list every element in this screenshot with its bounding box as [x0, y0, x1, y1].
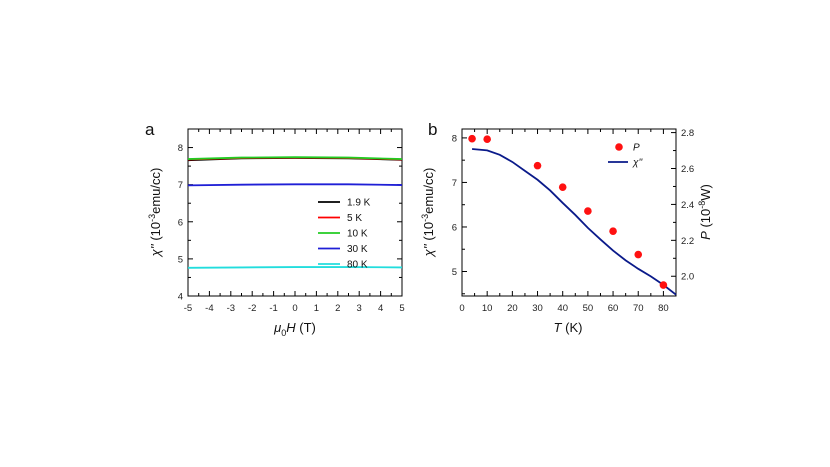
panel-b-xtick-label: 10	[482, 303, 493, 314]
panel-b-frame	[461, 128, 677, 297]
panel-b-xtick-label: 80	[658, 303, 669, 314]
panel-b-label: b	[428, 120, 437, 139]
panel-b-xtick-label: 70	[633, 303, 644, 314]
panel-a-xtick-label: 5	[399, 303, 404, 314]
series-line-80K	[187, 266, 403, 269]
panel-a-legend: 1.9 K 5 K 10 K 30 K 80 K	[318, 198, 371, 271]
panel-a-xtick-label: 2	[335, 303, 340, 314]
panel-a-xtick-label: 4	[378, 303, 383, 314]
p-point	[634, 250, 643, 259]
panel-a-xlabel: μ0H (T)	[273, 320, 316, 338]
panel-a-label: a	[145, 120, 155, 139]
panel-b-xlabel: T (K)	[554, 320, 583, 335]
panel-a-ylabel: χ'' (10-3emu/cc)	[147, 168, 163, 258]
panel-b-xtick-label: 20	[507, 303, 518, 314]
series-line-10K	[187, 156, 403, 160]
panel-b-ytick-label: 6	[452, 222, 457, 233]
legend-label-p: P	[633, 143, 640, 154]
legend-label: 10 K	[347, 229, 368, 240]
panel-b-ytick-label: 7	[452, 178, 457, 189]
legend-swatch-p	[615, 143, 623, 151]
panel-a-xtick-label: -5	[184, 303, 192, 314]
panel-a: a -5 -4 -3 -2 -1 0 1 2 3 4 5 4 5 6 7 8 1.9 K 5 K 10 K 30 K…	[145, 120, 405, 338]
panel-b-y2tick-label: 2.4	[681, 200, 694, 211]
p-point	[533, 161, 542, 170]
panel-b-y2tick-label: 2.6	[681, 164, 694, 175]
panel-b-legend: Pχ''	[608, 143, 643, 169]
panel-a-ytick-label: 5	[178, 254, 183, 265]
panel-b-ylabel: χ'' (10-3emu/cc)	[420, 168, 436, 258]
panel-a-xtick-label: -3	[227, 303, 235, 314]
panel-b-xtick-label: 60	[608, 303, 619, 314]
p-point	[558, 183, 567, 191]
legend-label: 1.9 K	[347, 198, 371, 209]
panel-b-ytick-label: 8	[452, 133, 457, 144]
panel-a-ytick-label: 8	[178, 143, 183, 154]
panel-a-xtick-label: -4	[205, 303, 213, 314]
panel-a-xtick-label: -1	[269, 303, 277, 314]
panel-a-ytick-label: 4	[178, 292, 183, 303]
panel-b: b 0 10 20 30 40 50 60 70 80 5 6 7 8 2.0 2.2 2.4 2.6 2.8 P…	[420, 120, 713, 335]
panel-b-y2tick-label: 2.2	[681, 236, 694, 247]
panel-a-xtick-label: 0	[292, 303, 297, 314]
p-point	[468, 134, 476, 143]
panel-b-ytick-label: 5	[452, 267, 457, 278]
panel-b-xtick-label: 50	[583, 303, 594, 314]
p-point	[659, 281, 668, 289]
panel-a-ytick-label: 7	[178, 180, 183, 191]
panel-a-xtick-label: 3	[357, 303, 362, 314]
panel-b-y2label: P (10-8W)	[697, 184, 713, 240]
legend-label: 30 K	[347, 244, 368, 255]
panel-a-ytick-label: 6	[178, 217, 183, 228]
legend-label: 5 K	[347, 213, 362, 224]
p-point	[483, 135, 491, 144]
panel-a-xtick-label: -2	[248, 303, 256, 314]
legend-label: 80 K	[347, 260, 368, 271]
panel-a-frame	[187, 128, 403, 297]
series-line-30K	[187, 183, 403, 187]
panel-b-xtick-label: 0	[459, 303, 464, 314]
p-point	[584, 207, 592, 215]
panel-b-xtick-label: 40	[557, 303, 568, 314]
legend-label-chi: χ''	[632, 158, 643, 169]
p-point	[609, 227, 617, 235]
chi-line	[471, 148, 677, 296]
panel-b-y2tick-label: 2.8	[681, 128, 694, 139]
panel-b-xtick-label: 30	[532, 303, 543, 314]
panel-b-y2tick-label: 2.0	[681, 272, 694, 283]
panel-a-xtick-label: 1	[314, 303, 319, 314]
